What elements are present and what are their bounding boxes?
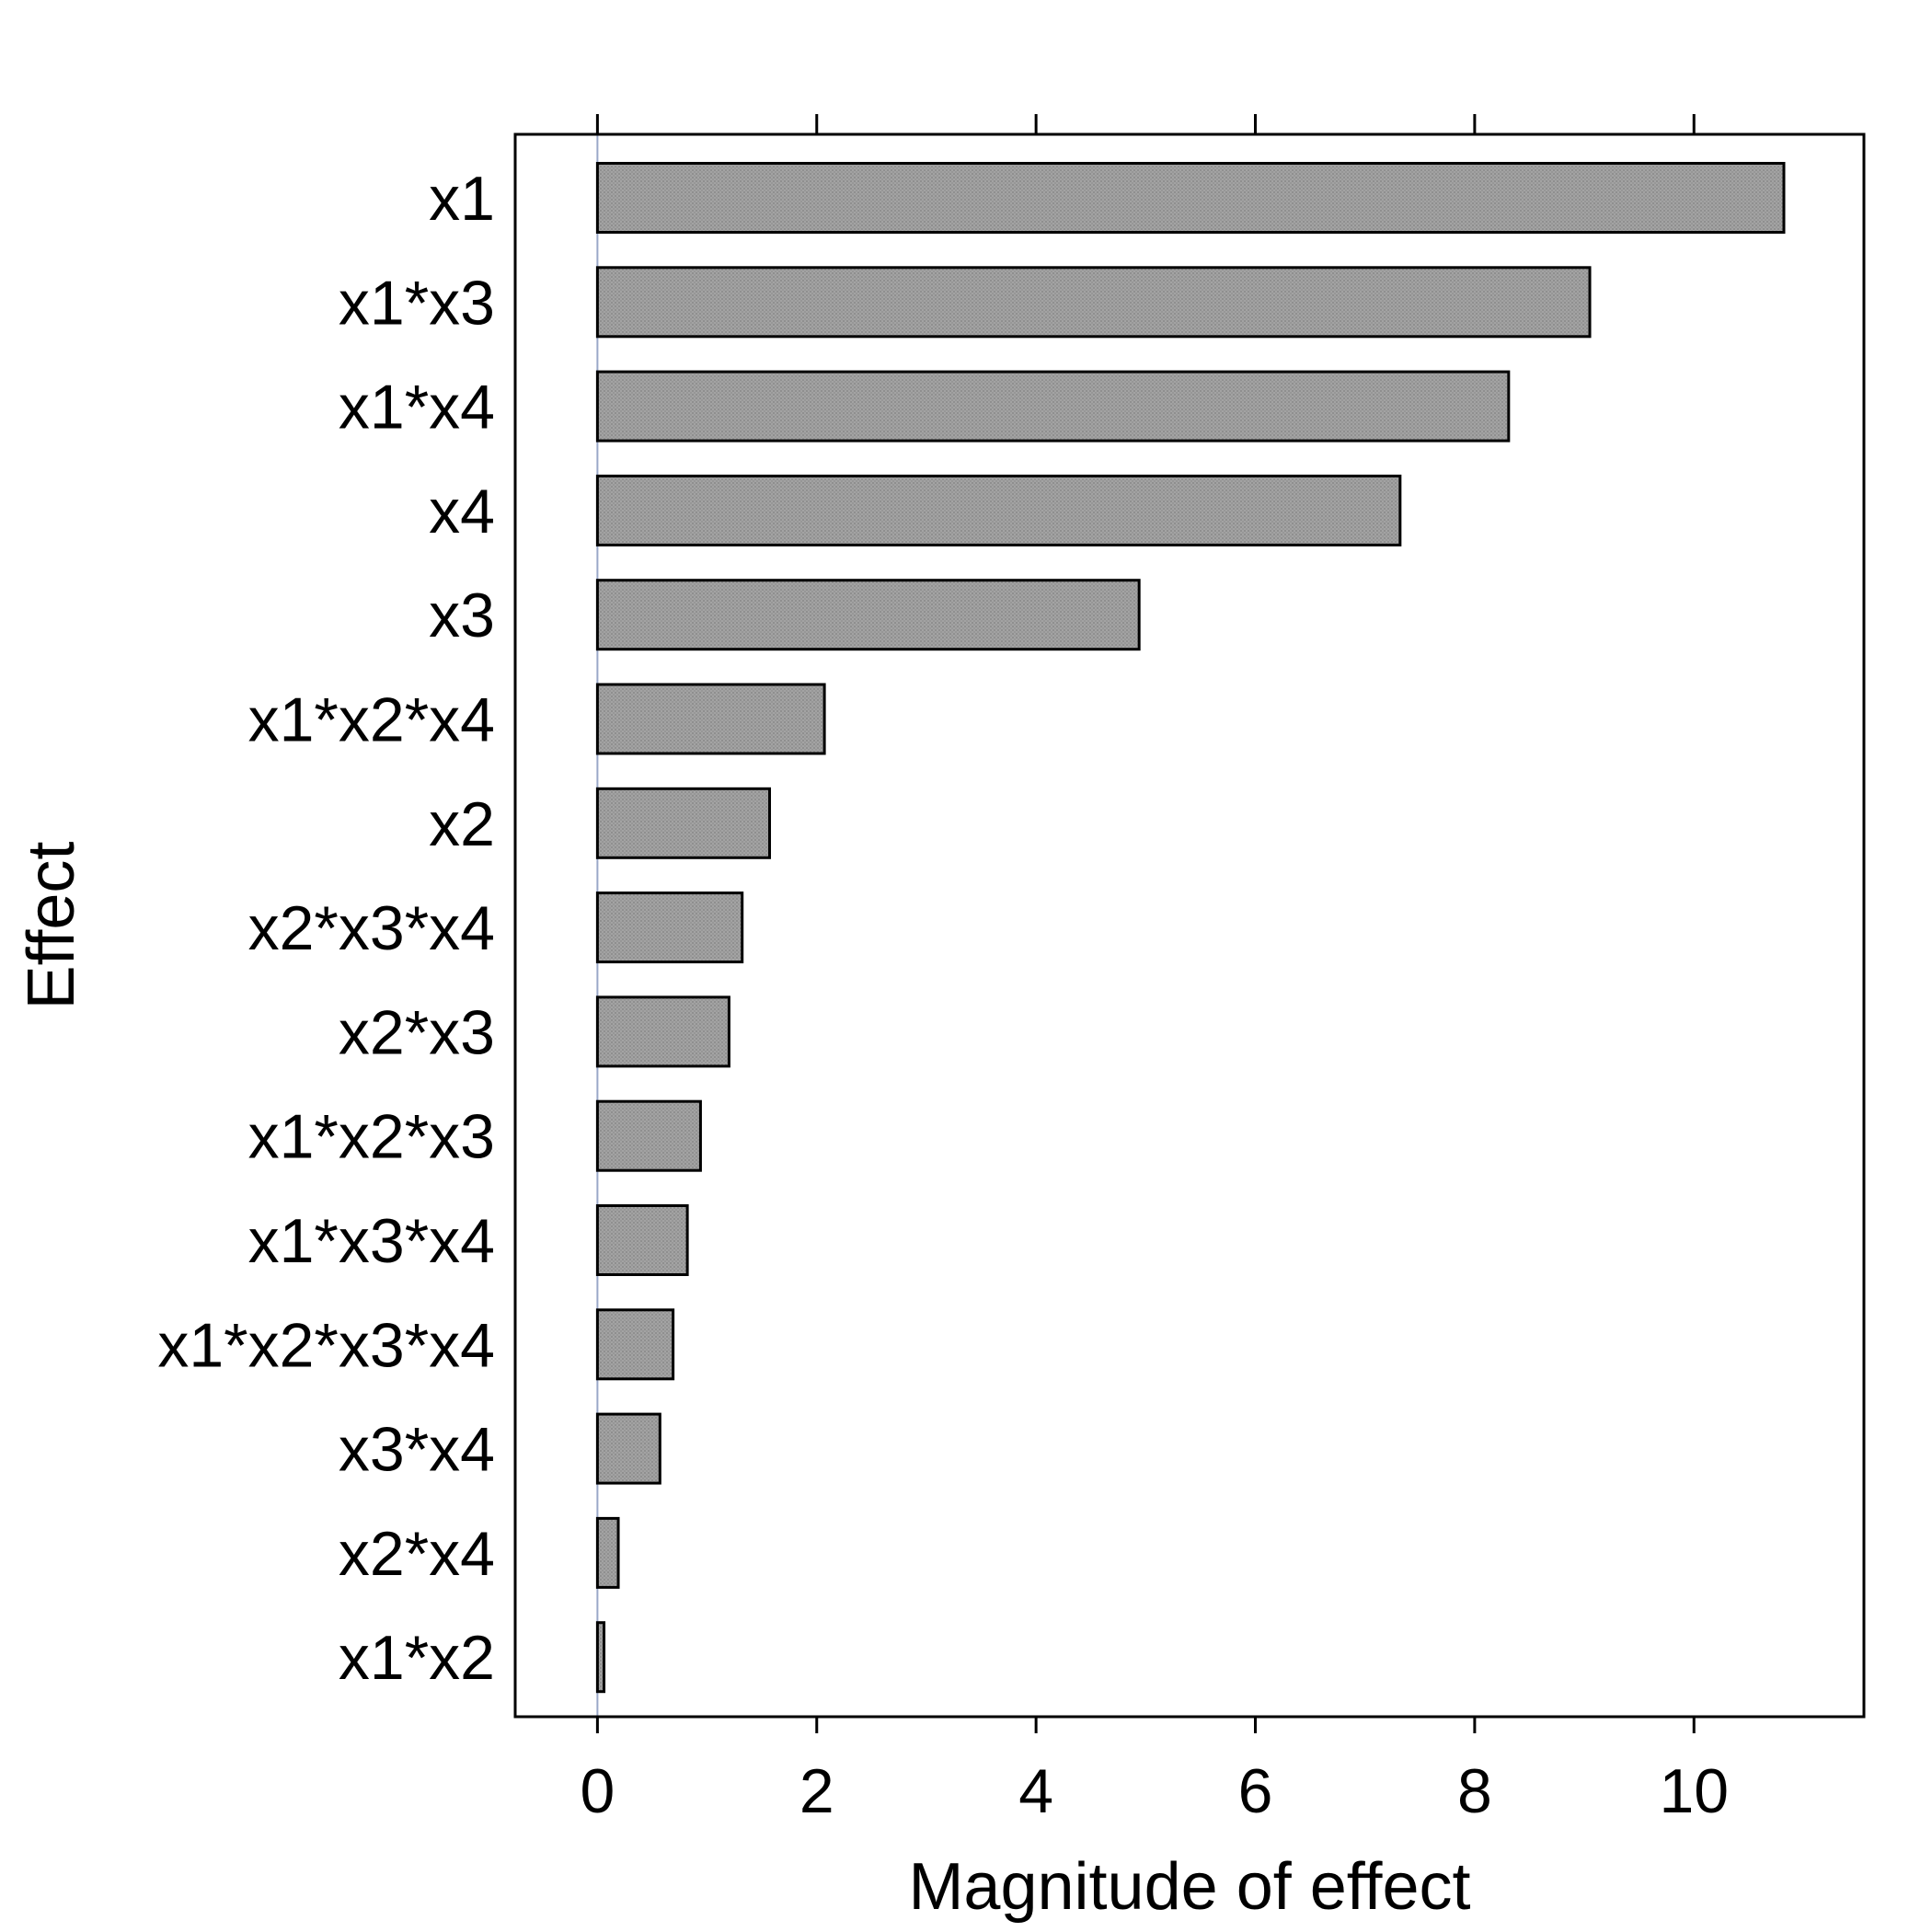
y-tick-label: x1 <box>429 164 495 234</box>
labels-layer: x1 x1*x3 x1*x4 x4 x3 x1*x2*x4 x2 x2*x3*x4 x2*x3 x… <box>157 164 1729 1826</box>
y-tick-label: x2 <box>429 789 495 859</box>
ticks-layer <box>595 114 1696 1733</box>
x-tick-label: 4 <box>1018 1756 1053 1826</box>
bar-x1-x2-x3-x4 <box>595 1308 675 1381</box>
y-tick-label: x2*x4 <box>339 1519 495 1589</box>
bar-x1-x2-x3 <box>595 1099 702 1172</box>
bar-x1-x2 <box>595 1621 606 1694</box>
x-tick-label: 8 <box>1457 1756 1492 1826</box>
y-tick-label: x1*x2*x4 <box>248 685 495 755</box>
y-tick-label: x2*x3 <box>339 997 495 1067</box>
bar-x4 <box>595 474 1402 546</box>
plot-frame <box>513 132 1866 1719</box>
bar-x2 <box>595 787 772 859</box>
y-tick-label: x2*x3*x4 <box>248 893 495 963</box>
y-tick-label: x3 <box>429 581 495 650</box>
bar-x1 <box>595 162 1786 234</box>
y-tick-label: x1*x3*x4 <box>248 1206 495 1276</box>
bar-x2-x4 <box>595 1516 620 1589</box>
y-tick-label: x1*x2 <box>339 1623 495 1693</box>
y-tick-label: x1*x2*x3 <box>248 1102 495 1172</box>
x-tick-label: 6 <box>1238 1756 1273 1826</box>
bar-x2-x3-x4 <box>595 891 744 964</box>
bar-x1-x2-x4 <box>595 683 826 755</box>
bar-x1-x3 <box>595 266 1592 339</box>
bars-layer <box>595 134 1786 1717</box>
bar-x1-x4 <box>595 370 1511 443</box>
bar-x2-x3 <box>595 995 730 1068</box>
x-axis-title: Magnitude of effect <box>908 1850 1470 1924</box>
y-tick-label: x1*x3 <box>339 268 495 338</box>
x-tick-label: 2 <box>799 1756 834 1826</box>
y-axis-title: Effect <box>15 842 88 1010</box>
y-tick-label: x1*x2*x3*x4 <box>157 1310 495 1380</box>
bar-x1-x3-x4 <box>595 1204 689 1276</box>
bar-x3-x4 <box>595 1412 661 1485</box>
y-tick-label: x1*x4 <box>339 373 495 443</box>
x-tick-label: 0 <box>580 1756 615 1826</box>
bar-x3 <box>595 579 1141 651</box>
y-tick-label: x3*x4 <box>339 1415 495 1485</box>
x-tick-label: 10 <box>1659 1756 1729 1826</box>
y-tick-label: x4 <box>429 477 495 546</box>
